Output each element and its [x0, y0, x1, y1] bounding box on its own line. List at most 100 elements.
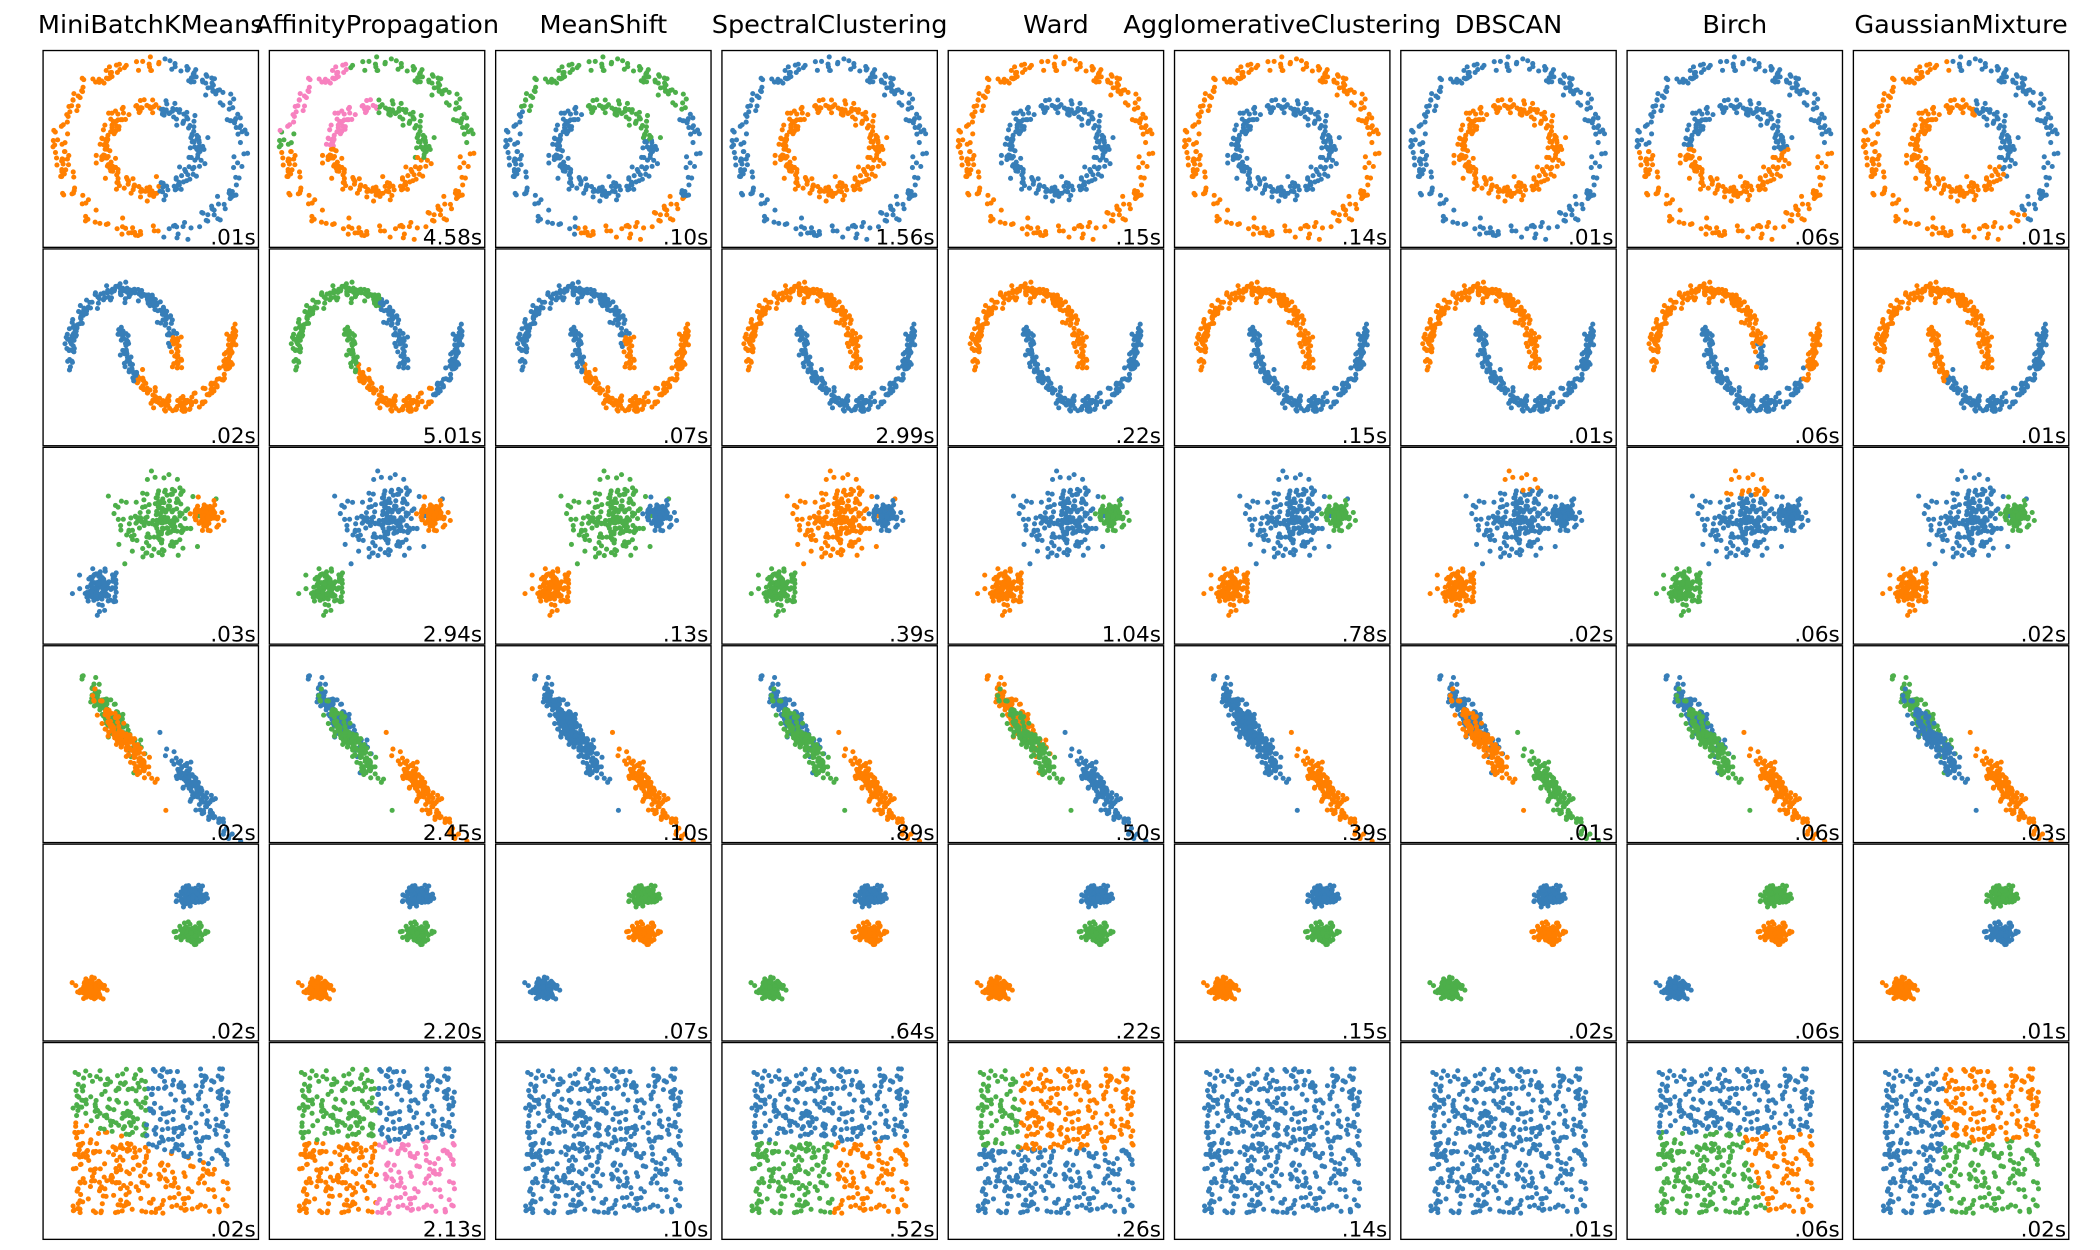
- point: [535, 213, 541, 219]
- point: [1634, 144, 1640, 150]
- point: [1290, 106, 1296, 112]
- point: [1823, 163, 1829, 170]
- point: [196, 144, 202, 150]
- point: [1865, 137, 1871, 143]
- point: [1681, 141, 1687, 147]
- point: [866, 176, 872, 182]
- point: [1325, 132, 1331, 138]
- point: [387, 304, 393, 310]
- point: [572, 224, 578, 230]
- point: [291, 358, 297, 364]
- point: [166, 325, 172, 331]
- point: [2010, 79, 2016, 85]
- point: [854, 182, 860, 188]
- point: [399, 187, 405, 193]
- point: [1008, 221, 1015, 227]
- point: [1483, 181, 1489, 187]
- point: [1525, 110, 1531, 116]
- point: [1243, 165, 1249, 171]
- point: [1815, 192, 1821, 199]
- point: [1549, 118, 1555, 124]
- column-title: GaussianMixture: [1854, 9, 2067, 39]
- point: [1083, 68, 1089, 74]
- point: [362, 67, 368, 73]
- point: [114, 180, 120, 186]
- point: [298, 185, 304, 191]
- point: [923, 150, 929, 156]
- point: [398, 100, 404, 106]
- point: [163, 98, 169, 104]
- point: [228, 359, 234, 366]
- point: [412, 125, 418, 131]
- point: [1336, 135, 1342, 141]
- point: [374, 54, 380, 60]
- point: [1531, 224, 1537, 230]
- point: [1228, 220, 1234, 226]
- point: [1764, 120, 1770, 126]
- point: [415, 399, 421, 406]
- point: [1477, 106, 1483, 112]
- point: [1927, 67, 1933, 73]
- point: [1754, 105, 1760, 112]
- point: [786, 129, 793, 135]
- point: [196, 404, 202, 410]
- point: [392, 330, 398, 336]
- point: [1503, 188, 1509, 194]
- point: [1591, 182, 1597, 188]
- point: [163, 107, 169, 113]
- point: [457, 338, 463, 344]
- point: [1969, 106, 1975, 112]
- point: [1735, 228, 1741, 234]
- point: [1747, 107, 1753, 113]
- point: [112, 128, 118, 134]
- point: [1595, 115, 1601, 121]
- point: [818, 58, 825, 64]
- point: [339, 155, 345, 161]
- point: [910, 192, 916, 199]
- point: [401, 354, 407, 360]
- point: [1107, 161, 1113, 167]
- point: [167, 58, 173, 64]
- point: [102, 175, 108, 181]
- point: [1785, 146, 1791, 152]
- point: [1246, 226, 1252, 232]
- point: [244, 131, 250, 137]
- point: [191, 118, 197, 124]
- point: [1495, 188, 1501, 195]
- point: [1308, 109, 1314, 115]
- point: [577, 176, 583, 182]
- point: [793, 172, 799, 178]
- point: [690, 140, 696, 146]
- point: [408, 219, 414, 225]
- point: [1948, 98, 1954, 104]
- point: [382, 61, 388, 67]
- point: [205, 85, 211, 91]
- point: [1519, 197, 1525, 203]
- point: [1759, 182, 1765, 188]
- point: [626, 175, 632, 181]
- point: [1757, 175, 1763, 181]
- point: [582, 225, 588, 231]
- point: [851, 64, 857, 70]
- point: [1655, 174, 1661, 180]
- point: [975, 169, 981, 175]
- point: [1776, 113, 1782, 119]
- point: [1093, 155, 1099, 161]
- point: [644, 144, 650, 150]
- point: [1028, 62, 1034, 68]
- point: [221, 371, 227, 377]
- point: [200, 385, 206, 391]
- point: [1451, 152, 1457, 158]
- point: [210, 386, 216, 392]
- point: [583, 176, 589, 182]
- point: [361, 233, 367, 239]
- point: [1560, 161, 1566, 167]
- point: [964, 169, 970, 175]
- point: [1648, 119, 1654, 125]
- point: [1256, 176, 1262, 182]
- point: [1554, 224, 1560, 230]
- point: [2002, 144, 2008, 150]
- point: [1458, 127, 1464, 133]
- point: [392, 325, 398, 331]
- point: [866, 145, 872, 151]
